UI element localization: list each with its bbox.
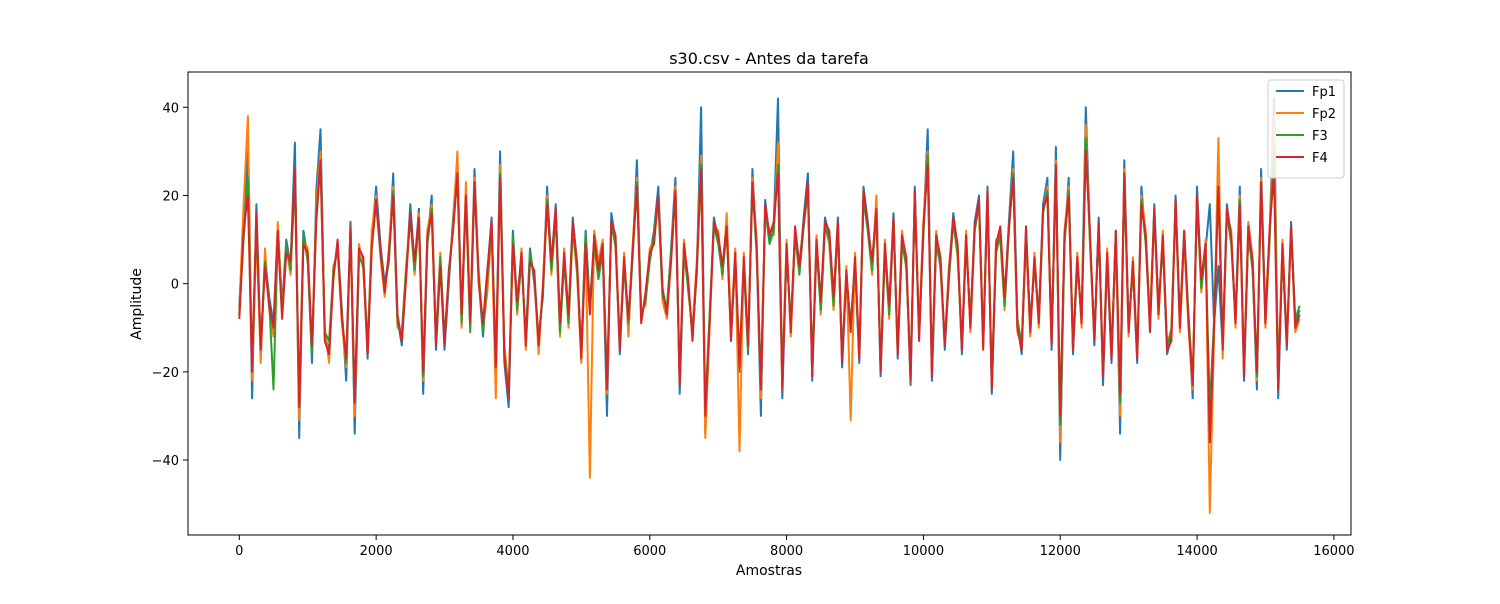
x-tick-label: 12000 bbox=[1040, 544, 1081, 559]
x-tick-label: 0 bbox=[235, 544, 243, 559]
series-line-f4 bbox=[238, 150, 1301, 444]
x-tick-label: 2000 bbox=[360, 544, 393, 559]
x-tick-label: 16000 bbox=[1313, 544, 1354, 559]
plot-lines bbox=[238, 97, 1301, 514]
x-axis-label: Amostras bbox=[736, 563, 802, 579]
x-axis: 0 2000 4000 6000 8000 10000 12000 14000 16000 bbox=[235, 535, 1355, 559]
legend-label-f3: F3 bbox=[1312, 129, 1328, 144]
legend-label-f4: F4 bbox=[1312, 151, 1328, 166]
legend-label-fp2: Fp2 bbox=[1312, 107, 1336, 122]
y-tick-label: 20 bbox=[162, 189, 179, 204]
y-axis: −40 −20 0 20 40 bbox=[152, 101, 188, 469]
y-tick-label: −20 bbox=[152, 366, 179, 381]
x-tick-label: 6000 bbox=[633, 544, 666, 559]
legend-box bbox=[1267, 79, 1345, 179]
y-axis-label: Amplitude bbox=[129, 268, 145, 340]
y-tick-label: 0 bbox=[171, 278, 179, 293]
legend-label-fp1: Fp1 bbox=[1312, 85, 1336, 100]
x-tick-label: 4000 bbox=[496, 544, 529, 559]
x-tick-label: 14000 bbox=[1176, 544, 1217, 559]
legend: Fp1 Fp2 F3 F4 bbox=[1267, 79, 1345, 179]
y-tick-label: −40 bbox=[152, 454, 179, 469]
plot-frame bbox=[187, 71, 1352, 536]
y-tick-label: 40 bbox=[162, 101, 179, 116]
x-tick-label: 10000 bbox=[903, 544, 944, 559]
x-tick-label: 8000 bbox=[770, 544, 803, 559]
chart-title: s30.csv - Antes da tarefa bbox=[669, 49, 869, 68]
